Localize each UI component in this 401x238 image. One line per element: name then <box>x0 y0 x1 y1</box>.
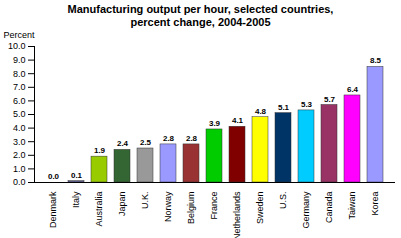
svg-text:2.0: 2.0 <box>13 150 26 160</box>
svg-text:1.9: 1.9 <box>94 146 106 155</box>
svg-text:8.5: 8.5 <box>370 56 382 65</box>
svg-text:2.8: 2.8 <box>163 134 175 143</box>
svg-text:Japan: Japan <box>117 192 127 217</box>
svg-text:0.0: 0.0 <box>13 177 26 187</box>
svg-text:France: France <box>209 192 219 220</box>
svg-text:10.0: 10.0 <box>8 41 26 51</box>
html-text:Manufacturing output per hour,: Manufacturing output per hour, selected … <box>67 3 334 28</box>
svg-text:Canada: Canada <box>324 192 334 224</box>
svg-text:2.8: 2.8 <box>186 134 198 143</box>
svg-text:Korea: Korea <box>370 192 380 216</box>
svg-text:4.0: 4.0 <box>13 123 26 133</box>
svg-text:Belgium: Belgium <box>186 192 196 225</box>
svg-text:4.8: 4.8 <box>255 107 267 116</box>
svg-text:5.3: 5.3 <box>301 100 313 109</box>
svg-text:2.5: 2.5 <box>140 138 152 147</box>
svg-text:0.1: 0.1 <box>71 171 83 180</box>
svg-text:3.9: 3.9 <box>209 119 221 128</box>
svg-text:5.1: 5.1 <box>278 103 290 112</box>
svg-text:U.K.: U.K. <box>140 192 150 210</box>
svg-text:8.0: 8.0 <box>13 69 26 79</box>
svg-text:Germany: Germany <box>301 191 311 229</box>
svg-text:Percent: Percent <box>4 30 36 40</box>
svg-text:2.4: 2.4 <box>117 139 129 148</box>
svg-text:4.1: 4.1 <box>232 116 244 125</box>
svg-text:7.0: 7.0 <box>13 82 26 92</box>
svg-text:Taiwan: Taiwan <box>347 192 357 220</box>
svg-text:Norway: Norway <box>163 191 173 222</box>
svg-text:5.0: 5.0 <box>13 109 26 119</box>
svg-text:Sweden: Sweden <box>255 192 265 225</box>
svg-text:6.0: 6.0 <box>13 96 26 106</box>
svg-text:Australia: Australia <box>94 192 104 227</box>
svg-text:9.0: 9.0 <box>13 55 26 65</box>
svg-text:U.S.: U.S. <box>278 192 288 210</box>
svg-text:Netherlands: Netherlands <box>232 191 242 238</box>
svg-text:6.4: 6.4 <box>347 85 359 94</box>
svg-text:Italy: Italy <box>71 191 81 208</box>
svg-text:0.0: 0.0 <box>48 172 60 181</box>
svg-text:5.7: 5.7 <box>324 95 336 104</box>
svg-text:1.0: 1.0 <box>13 164 26 174</box>
svg-text:Denmark: Denmark <box>48 191 58 228</box>
svg-text:3.0: 3.0 <box>13 137 26 147</box>
